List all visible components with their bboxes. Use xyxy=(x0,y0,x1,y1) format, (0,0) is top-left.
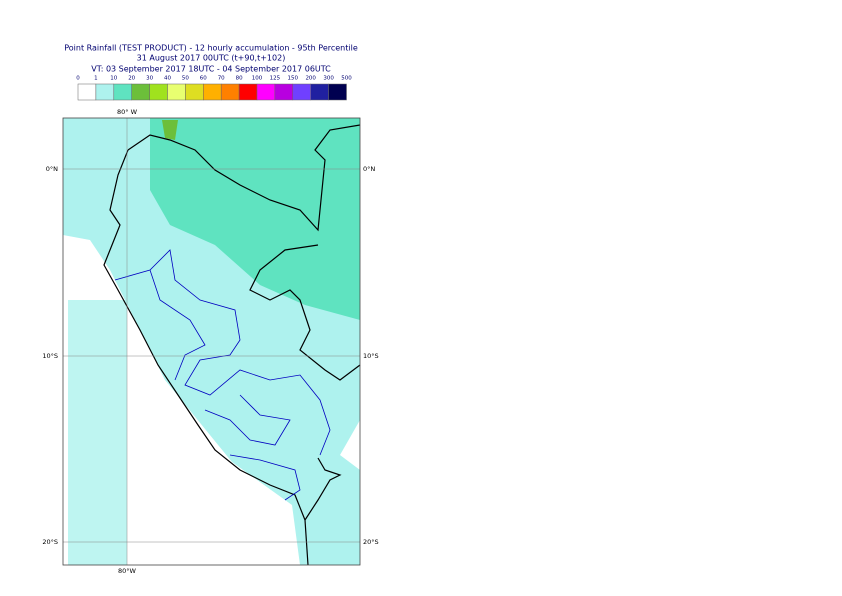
lon-label: 80°W xyxy=(118,567,137,575)
legend-label: 300 xyxy=(323,76,334,82)
legend-label: 100 xyxy=(252,76,263,82)
legend-label: 20 xyxy=(128,76,135,82)
legend-swatch xyxy=(292,83,311,101)
lat-label: 20°S xyxy=(363,538,379,546)
legend-swatch xyxy=(310,83,329,101)
legend-swatch xyxy=(238,83,258,101)
lon-label: 80° W xyxy=(117,108,138,116)
title-line: Point Rainfall (TEST PRODUCT) - 12 hourl… xyxy=(64,44,358,53)
legend-label: 40 xyxy=(164,76,171,82)
region-borders xyxy=(114,249,331,501)
legend-label: 200 xyxy=(305,76,316,82)
map-frame xyxy=(62,117,361,566)
title-line: 31 August 2017 00UTC (t+90,t+102) xyxy=(137,54,286,63)
legend: 0 1 10 20 30 40 50 60 70 80 100 125 150 200 300 500 xyxy=(76,76,352,101)
rain-area xyxy=(68,300,127,565)
legend-label: 500 xyxy=(341,76,352,82)
legend-label: 1 xyxy=(94,76,98,82)
legend-label: 0 xyxy=(76,76,80,82)
legend-label: 50 xyxy=(182,76,189,82)
legend-label: 80 xyxy=(236,76,243,82)
legend-label: 30 xyxy=(146,76,153,82)
lat-label: 10°S xyxy=(42,352,58,360)
lat-label: 10°S xyxy=(363,352,379,360)
legend-label: 70 xyxy=(218,76,225,82)
legend-swatch xyxy=(203,83,222,101)
lat-label: 0°N xyxy=(363,165,375,173)
legend-swatch xyxy=(328,83,347,101)
legend-swatch xyxy=(167,83,186,101)
legend-swatch xyxy=(274,83,294,101)
legend-label: 60 xyxy=(200,76,207,82)
legend-swatch xyxy=(256,83,276,101)
legend-swatch xyxy=(220,83,240,101)
legend-swatch xyxy=(95,83,115,101)
graticule xyxy=(63,118,360,565)
title-line: VT: 03 September 2017 18UTC - 04 Septemb… xyxy=(91,65,331,74)
map: 80° W 80°W 0°N 10°S 20°S 0°N 10°S 20°S xyxy=(42,108,378,575)
legend-label: 125 xyxy=(270,76,281,82)
lat-label: 20°S xyxy=(42,538,58,546)
legend-swatch xyxy=(131,83,150,101)
legend-label: 150 xyxy=(288,76,299,82)
coastline xyxy=(103,124,361,566)
legend-swatch xyxy=(113,83,132,101)
rain-area xyxy=(162,120,178,140)
legend-swatch xyxy=(185,83,204,101)
lat-label: 0°N xyxy=(46,165,58,173)
rain-area xyxy=(150,118,360,320)
legend-swatch xyxy=(77,83,97,101)
legend-label: 10 xyxy=(110,76,117,82)
legend-swatch xyxy=(149,83,168,101)
